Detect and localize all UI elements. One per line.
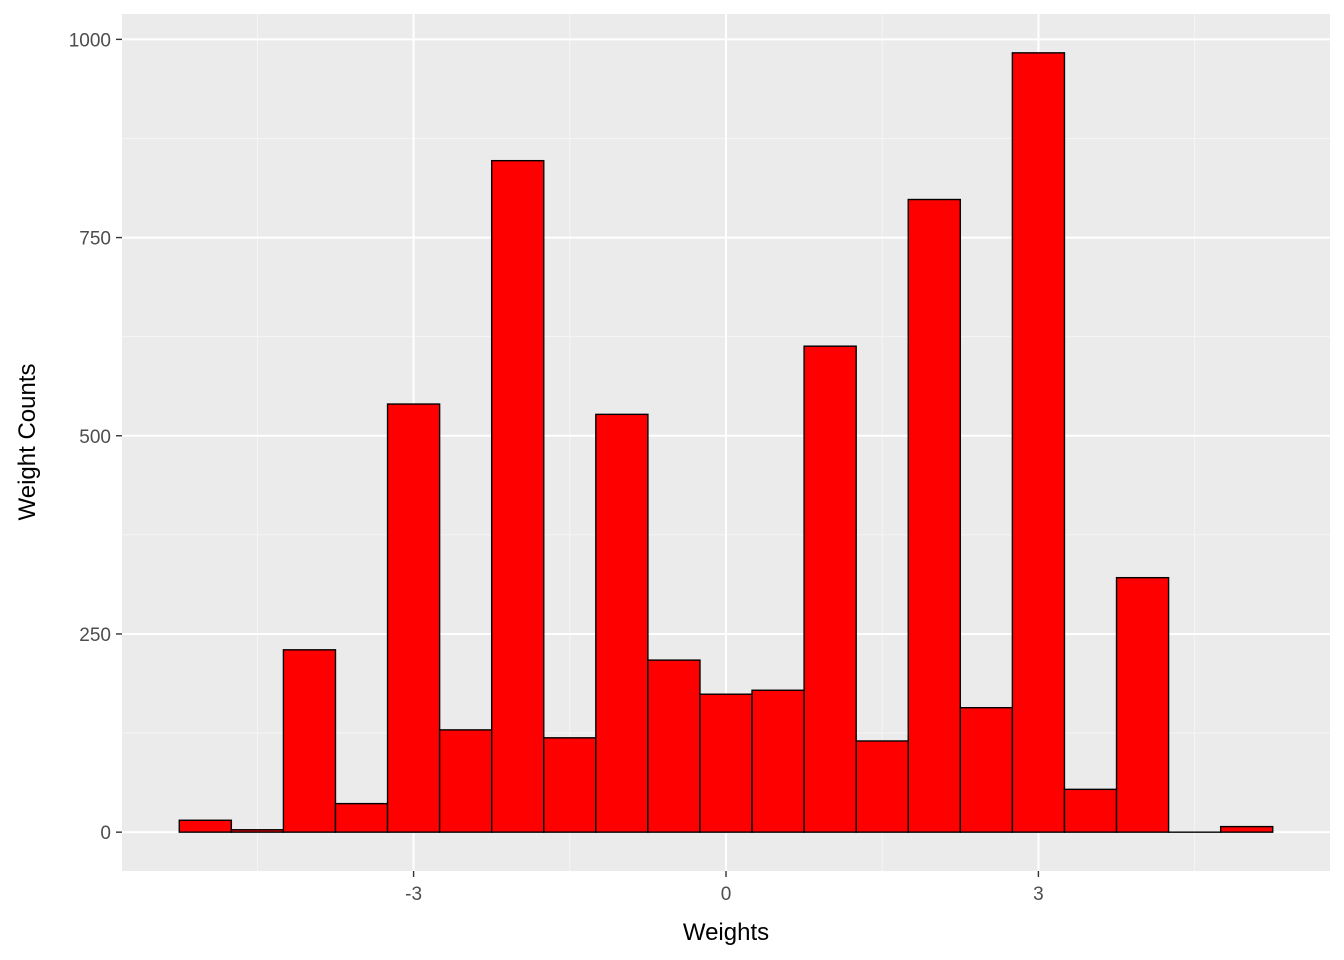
histogram-bar (699, 693, 753, 833)
y-tick-label: 250 (79, 625, 111, 646)
histogram-bar (438, 729, 493, 833)
histogram-bar (334, 802, 389, 833)
histogram-bar (959, 706, 1014, 833)
histogram-bar (1115, 576, 1170, 833)
histogram-bar (803, 345, 857, 833)
histogram-bar (751, 689, 805, 833)
histogram-bars (178, 52, 1274, 833)
x-axis: -3 0 3 (405, 871, 1044, 905)
histogram-bar (1219, 825, 1274, 833)
x-tick-label: 0 (721, 884, 732, 905)
y-tick-label: 0 (100, 823, 111, 844)
histogram-bar (595, 413, 649, 833)
y-tick-label: 750 (79, 229, 111, 250)
histogram-bar (543, 737, 597, 833)
histogram-bar (178, 819, 233, 833)
histogram-bar (1011, 52, 1066, 833)
histogram-bar (855, 740, 909, 833)
histogram-bar (230, 829, 285, 833)
histogram-bar (386, 403, 441, 833)
x-tick-label: -3 (405, 884, 422, 905)
x-tick-label: 3 (1033, 884, 1044, 905)
histogram-bar (490, 159, 545, 833)
histogram-bar (647, 659, 701, 833)
x-axis-title: Weights (683, 919, 769, 946)
histogram-bar (907, 198, 962, 833)
y-axis-title: Weight Counts (14, 364, 41, 521)
y-axis: 0 250 500 750 1000 (69, 30, 122, 844)
y-tick-label: 500 (79, 427, 111, 448)
histogram-bar (1063, 788, 1118, 833)
histogram-bar (282, 649, 337, 833)
y-tick-label: 1000 (69, 30, 111, 51)
